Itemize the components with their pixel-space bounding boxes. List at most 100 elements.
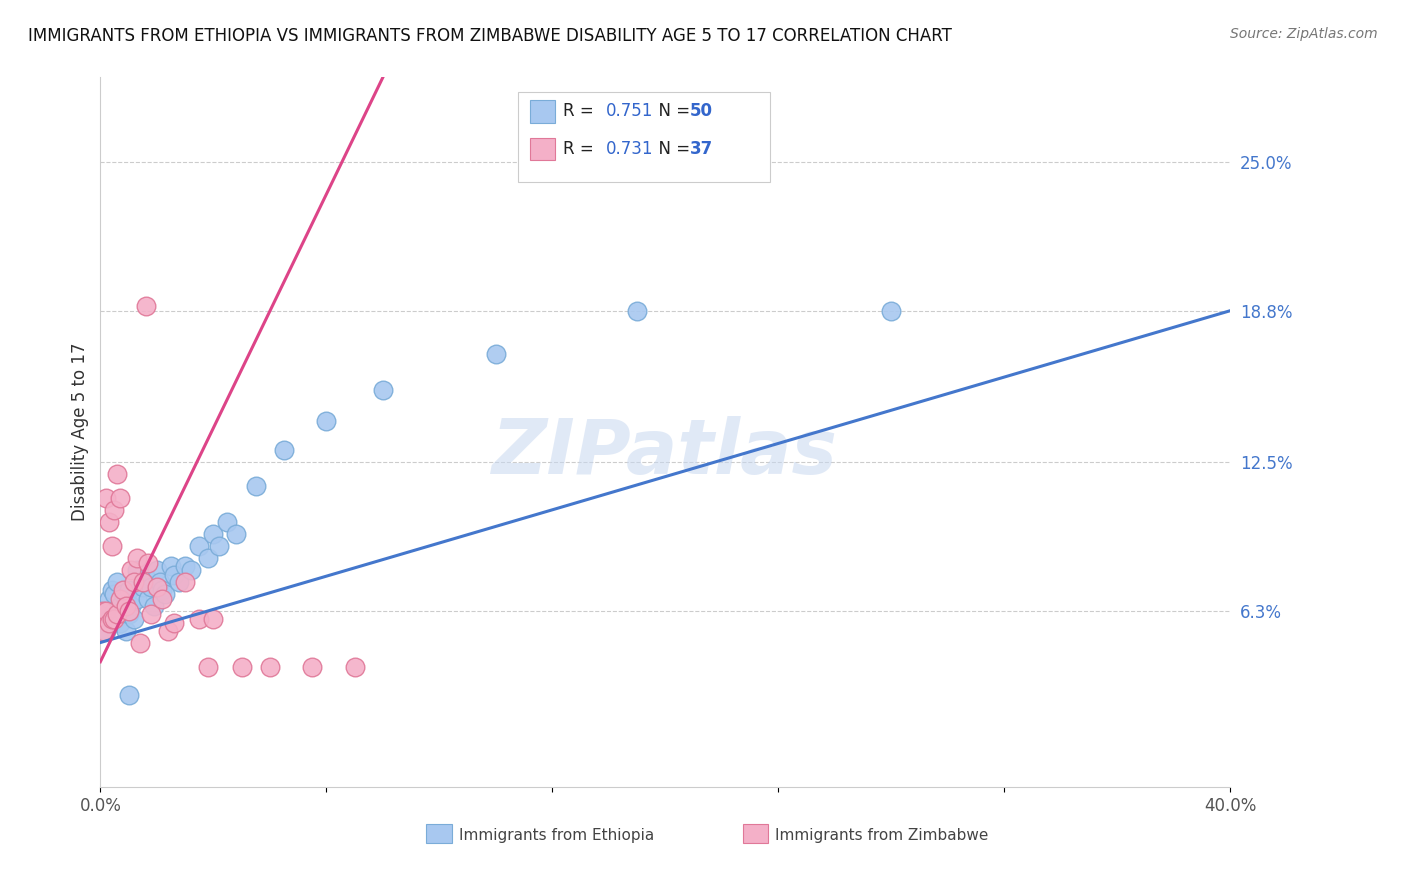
Point: [108, 616, 131, 631]
Point: [105, 575, 128, 590]
Point: [880, 303, 903, 318]
Text: N =: N =: [648, 139, 695, 158]
Point: [114, 599, 136, 614]
Point: [217, 516, 239, 530]
Point: [108, 491, 131, 506]
Point: [160, 558, 183, 573]
Point: [197, 551, 219, 566]
Point: [103, 611, 125, 625]
Text: Source: ZipAtlas.com: Source: ZipAtlas.com: [1230, 27, 1378, 41]
Point: [343, 659, 366, 673]
Point: [273, 443, 295, 458]
Point: [485, 347, 508, 361]
Point: [245, 479, 267, 493]
Point: [111, 604, 134, 618]
Point: [108, 592, 131, 607]
Point: [97, 592, 120, 607]
Point: [120, 599, 142, 614]
Point: [202, 611, 225, 625]
Point: [141, 607, 163, 621]
Point: [105, 467, 128, 482]
Text: Immigrants from Ethiopia: Immigrants from Ethiopia: [458, 829, 654, 844]
Point: [125, 592, 148, 607]
Point: [163, 616, 186, 631]
Point: [117, 582, 139, 597]
Point: [100, 611, 122, 625]
Point: [105, 607, 128, 621]
Text: IMMIGRANTS FROM ETHIOPIA VS IMMIGRANTS FROM ZIMBABWE DISABILITY AGE 5 TO 17 CORR: IMMIGRANTS FROM ETHIOPIA VS IMMIGRANTS F…: [28, 27, 952, 45]
Point: [120, 563, 142, 577]
Point: [91, 624, 114, 638]
Point: [111, 587, 134, 601]
Point: [91, 604, 114, 618]
Point: [371, 383, 394, 397]
Point: [125, 563, 148, 577]
Point: [231, 659, 253, 673]
Point: [117, 604, 139, 618]
Point: [100, 582, 122, 597]
Point: [125, 551, 148, 566]
Point: [174, 575, 197, 590]
Point: [143, 599, 166, 614]
Point: [122, 611, 145, 625]
Point: [188, 540, 211, 554]
Point: [146, 563, 169, 577]
Text: 0.731: 0.731: [606, 139, 654, 158]
Point: [149, 575, 172, 590]
Point: [157, 624, 180, 638]
Text: N =: N =: [648, 102, 695, 120]
Point: [135, 571, 157, 585]
Point: [155, 587, 177, 601]
Point: [103, 503, 125, 517]
Point: [97, 616, 120, 631]
Point: [152, 582, 174, 597]
Point: [174, 558, 197, 573]
Text: Immigrants from Zimbabwe: Immigrants from Zimbabwe: [775, 829, 988, 844]
Point: [103, 604, 125, 618]
Point: [105, 611, 128, 625]
Y-axis label: Disability Age 5 to 17: Disability Age 5 to 17: [72, 343, 89, 522]
Text: 37: 37: [690, 139, 713, 158]
Point: [117, 689, 139, 703]
Point: [138, 556, 160, 570]
Text: R =: R =: [564, 102, 599, 120]
Point: [152, 592, 174, 607]
Point: [202, 527, 225, 541]
Text: ZIPatlas: ZIPatlas: [492, 417, 838, 491]
Point: [301, 659, 323, 673]
Point: [108, 599, 131, 614]
Text: 0.751: 0.751: [606, 102, 652, 120]
Point: [122, 575, 145, 590]
Point: [197, 659, 219, 673]
Point: [114, 624, 136, 638]
Point: [138, 592, 160, 607]
Point: [132, 580, 155, 594]
Text: R =: R =: [564, 139, 599, 158]
Point: [180, 563, 202, 577]
Point: [94, 624, 117, 638]
Point: [100, 616, 122, 631]
Point: [114, 592, 136, 607]
Point: [135, 299, 157, 313]
Point: [225, 527, 247, 541]
Point: [94, 491, 117, 506]
Text: 50: 50: [690, 102, 713, 120]
Point: [91, 604, 114, 618]
Point: [94, 604, 117, 618]
Point: [188, 611, 211, 625]
Point: [111, 582, 134, 597]
Point: [100, 540, 122, 554]
Point: [208, 540, 231, 554]
Point: [97, 516, 120, 530]
Point: [128, 635, 150, 649]
Point: [146, 580, 169, 594]
Point: [141, 580, 163, 594]
Point: [626, 303, 648, 318]
Point: [103, 587, 125, 601]
Point: [163, 568, 186, 582]
Point: [97, 611, 120, 625]
Point: [259, 659, 281, 673]
Point: [169, 575, 191, 590]
Point: [315, 414, 337, 428]
Point: [117, 607, 139, 621]
